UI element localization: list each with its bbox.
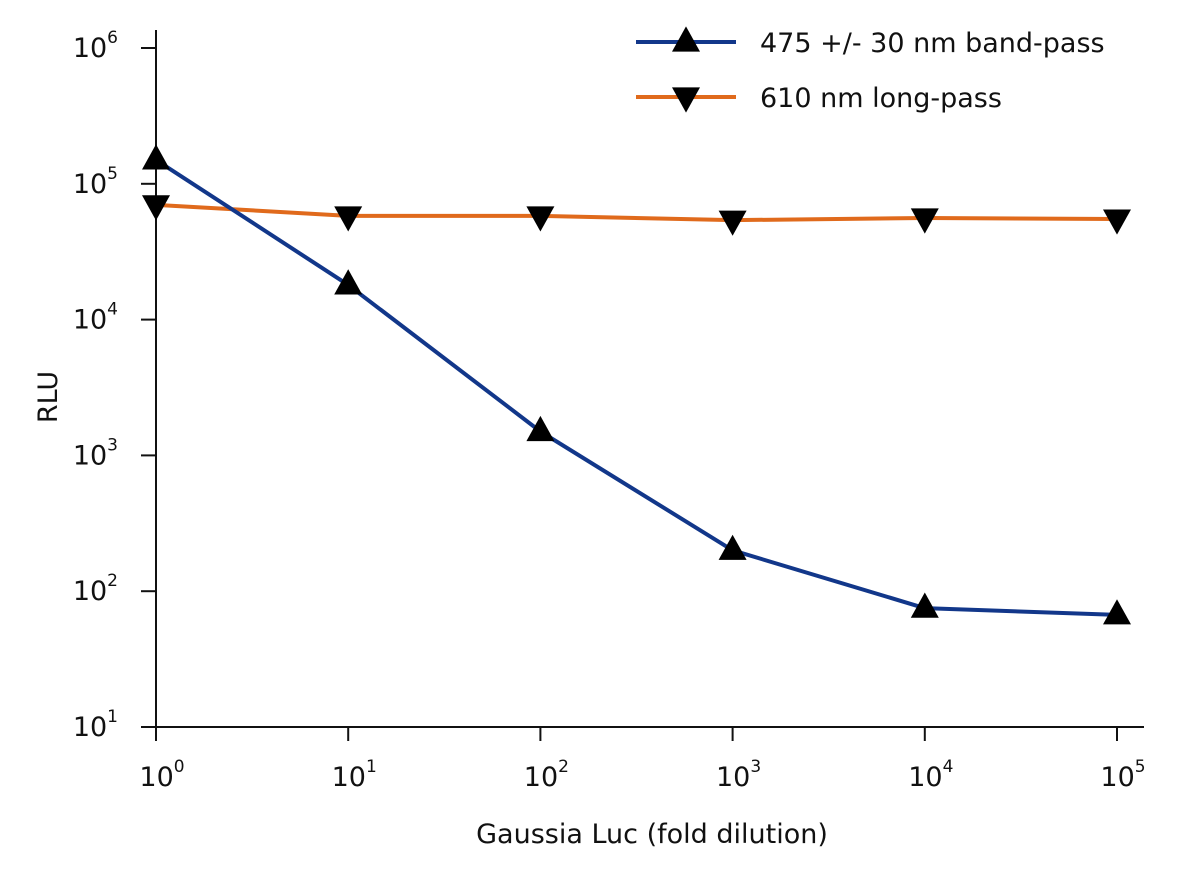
y-tick-label: 104 (73, 300, 118, 336)
y-axis-title: RLU (33, 371, 64, 423)
series-line (155, 202, 1118, 223)
legend-label: 475 +/- 30 nm band-pass (760, 28, 1105, 59)
data-point-triangle-up (718, 534, 747, 560)
y-tick-label: 101 (73, 707, 118, 743)
x-tick-label: 101 (332, 757, 377, 793)
x-axis-title: Gaussia Luc (fold dilution) (476, 819, 828, 850)
legend-item: 475 +/- 30 nm band-pass (636, 26, 1105, 59)
data-point-triangle-up (526, 415, 555, 442)
data-point-triangle-down (718, 210, 747, 236)
data-point-triangle-up (142, 144, 170, 170)
y-tick-label: 105 (73, 164, 118, 200)
data-point-triangle-down (1103, 209, 1131, 235)
data-point-triangle-down (142, 195, 170, 221)
legend: 475 +/- 30 nm band-pass 610 nm long-pass (636, 26, 1105, 114)
data-point-triangle-up (910, 592, 939, 618)
data-point-triangle-up (334, 269, 363, 295)
series-0 (154, 158, 1118, 617)
legend-marker (672, 26, 700, 52)
x-tick-label: 102 (524, 757, 569, 793)
data-point-triangle-down (334, 206, 363, 232)
y-tick-label: 102 (73, 571, 118, 607)
series-line (154, 158, 1118, 617)
legend-item: 610 nm long-pass (636, 83, 1002, 114)
legend-marker (672, 87, 700, 113)
data-point-triangle-down (910, 208, 939, 234)
x-tick-label: 105 (1100, 757, 1145, 793)
series-markers-0 (142, 144, 1131, 625)
x-tick-label: 104 (908, 757, 953, 793)
x-tick-label: 103 (716, 757, 761, 793)
y-tick-label: 106 (73, 28, 118, 64)
legend-label: 610 nm long-pass (760, 83, 1002, 114)
series-markers-1 (142, 195, 1131, 236)
data-point-triangle-down (526, 206, 555, 232)
data-point-triangle-up (1103, 599, 1131, 625)
y-tick-label: 103 (73, 435, 118, 471)
series-1 (155, 202, 1118, 223)
x-tick-label: 100 (139, 757, 184, 793)
